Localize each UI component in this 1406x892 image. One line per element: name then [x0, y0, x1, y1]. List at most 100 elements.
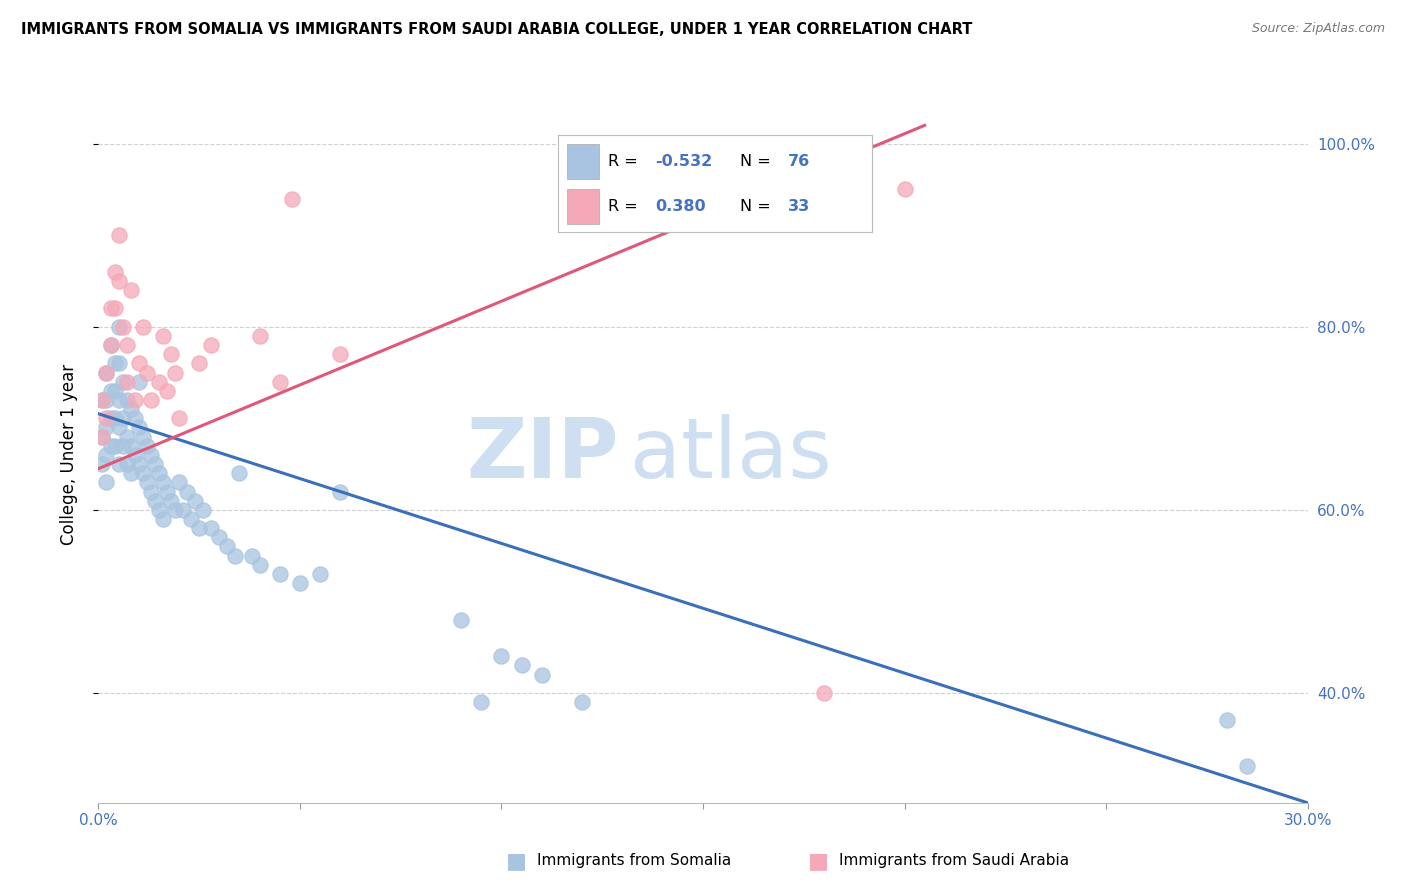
Point	[1216, 714, 1239, 728]
Point	[107, 356, 129, 370]
Point	[152, 329, 174, 343]
Point	[107, 420, 129, 434]
Point	[96, 475, 118, 490]
Point	[249, 329, 271, 343]
Point	[160, 347, 183, 361]
Point	[120, 467, 142, 481]
Point	[156, 484, 179, 499]
Point	[193, 503, 215, 517]
Point	[103, 356, 125, 370]
Point	[148, 503, 170, 517]
Point	[152, 475, 174, 490]
Text: IMMIGRANTS FROM SOMALIA VS IMMIGRANTS FROM SAUDI ARABIA COLLEGE, UNDER 1 YEAR CO: IMMIGRANTS FROM SOMALIA VS IMMIGRANTS FR…	[21, 22, 973, 37]
Point	[103, 411, 125, 425]
Point	[100, 301, 122, 316]
Point	[103, 439, 125, 453]
Point	[111, 439, 134, 453]
Text: N =: N =	[740, 200, 776, 214]
Point	[893, 182, 915, 196]
Point	[139, 484, 162, 499]
Point	[176, 484, 198, 499]
Point	[103, 301, 125, 316]
Point	[188, 356, 211, 370]
Point	[132, 429, 155, 443]
Text: R =: R =	[609, 153, 643, 169]
Point	[135, 475, 157, 490]
Point	[91, 457, 114, 471]
FancyBboxPatch shape	[568, 144, 599, 178]
Text: ■: ■	[506, 851, 527, 871]
Point	[115, 457, 138, 471]
Point	[139, 448, 162, 462]
Point	[100, 384, 122, 398]
Point	[91, 392, 114, 407]
Point	[184, 493, 207, 508]
Text: R =: R =	[609, 200, 643, 214]
Point	[115, 429, 138, 443]
Text: 33: 33	[787, 200, 810, 214]
Point	[96, 392, 118, 407]
Point	[107, 274, 129, 288]
Point	[491, 649, 513, 664]
Point	[813, 686, 835, 700]
Point	[160, 493, 183, 508]
Text: 76: 76	[787, 153, 810, 169]
Point	[135, 439, 157, 453]
Point	[200, 338, 222, 352]
Text: ZIP: ZIP	[465, 415, 619, 495]
Text: -0.532: -0.532	[655, 153, 713, 169]
Point	[163, 503, 186, 517]
Point	[143, 457, 166, 471]
Point	[96, 420, 118, 434]
Point	[228, 467, 250, 481]
Point	[128, 457, 150, 471]
Point	[470, 695, 492, 709]
Point	[217, 540, 239, 554]
Point	[107, 392, 129, 407]
Point	[530, 667, 553, 681]
Text: N =: N =	[740, 153, 776, 169]
Point	[120, 402, 142, 417]
Point	[111, 375, 134, 389]
Point	[180, 512, 202, 526]
Point	[107, 319, 129, 334]
Point	[510, 658, 533, 673]
Point	[96, 366, 118, 380]
Point	[103, 384, 125, 398]
Point	[100, 411, 122, 425]
Point	[115, 338, 138, 352]
Point	[100, 439, 122, 453]
Point	[156, 384, 179, 398]
Point	[107, 457, 129, 471]
Point	[450, 613, 472, 627]
Point	[200, 521, 222, 535]
Point	[288, 576, 311, 591]
Point	[1236, 759, 1258, 773]
Point	[96, 411, 118, 425]
Point	[124, 448, 146, 462]
Point	[111, 411, 134, 425]
Point	[124, 411, 146, 425]
Point	[120, 439, 142, 453]
Point	[132, 467, 155, 481]
Point	[128, 420, 150, 434]
Point	[111, 319, 134, 334]
Point	[172, 503, 194, 517]
Text: Immigrants from Saudi Arabia: Immigrants from Saudi Arabia	[839, 854, 1070, 868]
Point	[167, 411, 190, 425]
Point	[120, 283, 142, 297]
Point	[100, 338, 122, 352]
Point	[188, 521, 211, 535]
Point	[224, 549, 246, 563]
Y-axis label: College, Under 1 year: College, Under 1 year	[59, 364, 77, 546]
Point	[135, 366, 157, 380]
Point	[329, 347, 352, 361]
Point	[128, 356, 150, 370]
Text: ■: ■	[808, 851, 830, 871]
Text: atlas: atlas	[630, 415, 832, 495]
Point	[163, 366, 186, 380]
Point	[309, 566, 332, 581]
Text: Immigrants from Somalia: Immigrants from Somalia	[537, 854, 731, 868]
Point	[96, 366, 118, 380]
Point	[281, 192, 304, 206]
